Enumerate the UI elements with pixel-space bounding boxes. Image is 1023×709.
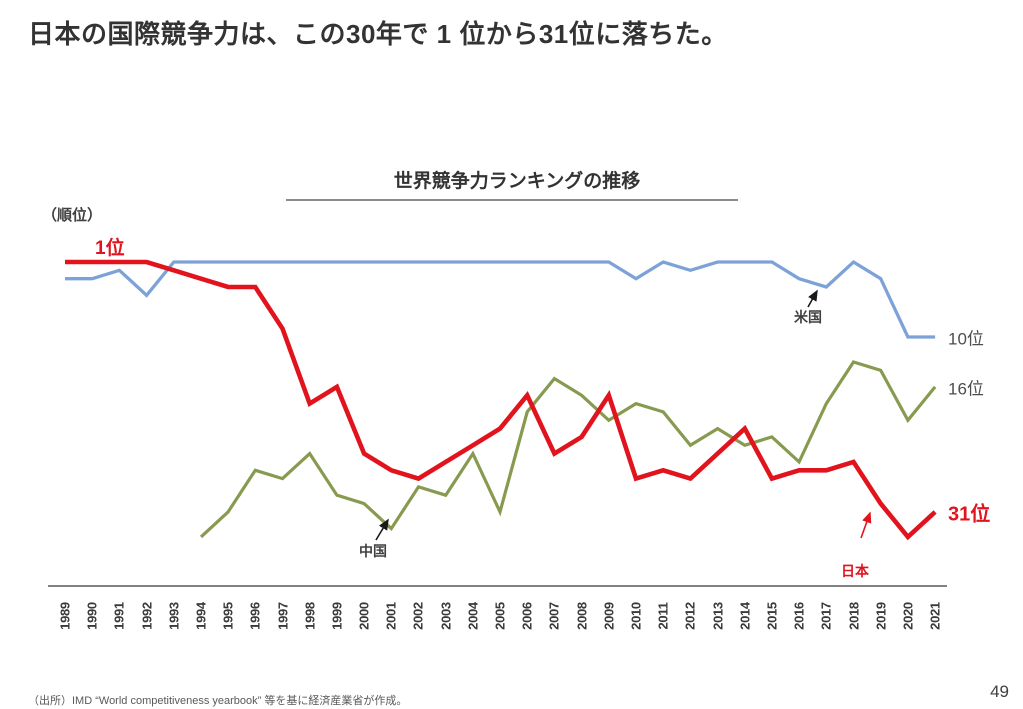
x-tick-1991: 1991	[111, 602, 127, 630]
x-tick-1990: 1990	[84, 602, 100, 630]
x-tick-2007: 2007	[546, 602, 562, 630]
x-tick-2002: 2002	[410, 602, 426, 630]
rank-unit-label: （順位）	[42, 207, 103, 224]
x-tick-1995: 1995	[220, 602, 236, 630]
japan-annotation-arrow	[860, 511, 872, 539]
x-tick-2017: 2017	[818, 602, 834, 630]
usa-end-rank-label: 10位	[948, 329, 984, 349]
x-tick-2014: 2014	[737, 602, 753, 630]
usa-annotation-arrow	[807, 289, 818, 308]
x-tick-2021: 2021	[927, 602, 943, 630]
japan-annotation-label: 日本	[841, 563, 869, 579]
x-tick-2004: 2004	[465, 602, 481, 630]
x-tick-2011: 2011	[655, 602, 671, 630]
x-tick-2016: 2016	[791, 602, 807, 630]
x-tick-2001: 2001	[383, 602, 399, 630]
x-tick-2006: 2006	[519, 602, 535, 630]
x-tick-2020: 2020	[900, 602, 916, 630]
x-tick-2015: 2015	[764, 602, 780, 630]
x-tick-2008: 2008	[574, 602, 590, 630]
x-tick-2000: 2000	[356, 602, 372, 630]
source-note: （出所）IMD “World competitiveness yearbook”…	[28, 695, 408, 707]
usa-line-series	[65, 259, 936, 339]
chart-title: 世界競争力ランキングの推移	[393, 171, 641, 192]
china-annotation-arrow	[375, 518, 389, 541]
x-tick-2019: 2019	[873, 602, 889, 630]
usa-annotation-label: 米国	[794, 309, 822, 325]
x-tick-1994: 1994	[193, 602, 209, 630]
japan-line-series	[65, 259, 937, 541]
china-end-rank-label: 16位	[948, 379, 984, 399]
chart-title-underline	[286, 199, 738, 201]
page-number: 49	[990, 682, 1009, 701]
x-tick-1996: 1996	[247, 602, 263, 630]
x-tick-2010: 2010	[628, 602, 644, 630]
x-tick-1989: 1989	[57, 602, 73, 630]
china-annotation-label: 中国	[359, 543, 387, 559]
x-tick-1992: 1992	[139, 602, 155, 630]
page-title: 日本の国際競争力は、この30年で 1 位から31位に落ちた。	[28, 19, 728, 49]
x-tick-2005: 2005	[492, 602, 508, 630]
x-tick-1998: 1998	[302, 602, 318, 630]
x-tick-2018: 2018	[846, 602, 861, 630]
japan-end-rank-label: 31位	[948, 503, 991, 526]
x-tick-1999: 1999	[329, 602, 345, 630]
x-tick-1993: 1993	[166, 602, 182, 630]
x-tick-2012: 2012	[682, 602, 698, 630]
china-line-series	[199, 360, 937, 539]
rank-1-label: 1位	[95, 238, 125, 259]
x-tick-1997: 1997	[275, 602, 291, 630]
x-tick-2009: 2009	[601, 602, 617, 630]
x-tick-2003: 2003	[438, 602, 454, 630]
x-tick-2013: 2013	[710, 602, 726, 630]
